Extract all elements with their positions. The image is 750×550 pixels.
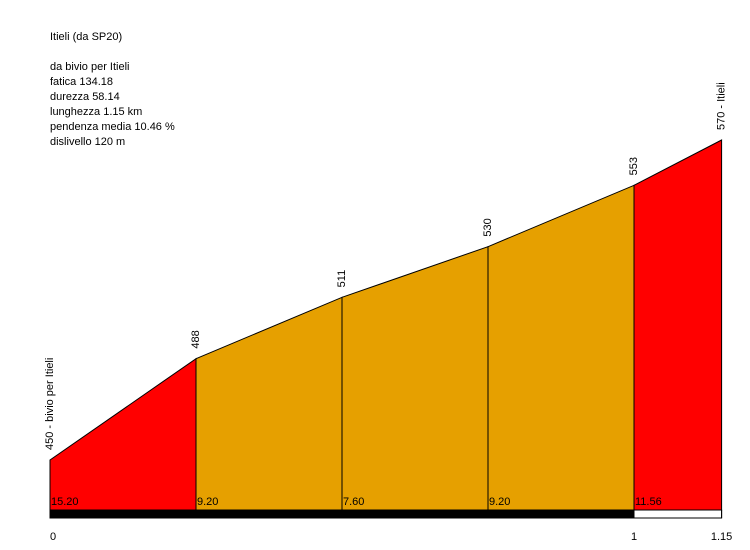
distance-bar: [633, 509, 723, 519]
distance-bar: [49, 509, 635, 519]
elevation-label: 488: [190, 330, 202, 348]
elevation-label: 511: [336, 270, 348, 288]
profile-segment: [195, 296, 343, 511]
gradient-label: 9.20: [489, 496, 510, 508]
gradient-label: 15.20: [51, 496, 79, 508]
info-line: dislivello 120 m: [50, 136, 125, 148]
info-line: fatica 134.18: [50, 76, 113, 88]
info-line: da bivio per Itieli: [50, 61, 130, 73]
gradient-label: 9.20: [197, 496, 218, 508]
profile-segment: [341, 245, 489, 511]
elevation-label: 553: [628, 157, 640, 175]
x-tick-label: 1.15: [711, 531, 732, 543]
profile-segment: [487, 184, 635, 511]
gradient-label: 11.56: [635, 496, 662, 508]
info-line: lunghezza 1.15 km: [50, 106, 142, 118]
info-line: pendenza media 10.46 %: [50, 121, 175, 133]
elevation-label: 450 - bivio per Itieli: [44, 358, 56, 450]
profile-segment: [49, 357, 197, 511]
chart-title: Itieli (da SP20): [50, 31, 122, 43]
x-tick-label: 1: [631, 531, 637, 543]
gradient-label: 7.60: [343, 496, 364, 508]
profile-segment: [633, 139, 723, 511]
x-tick-label: 0: [50, 531, 56, 543]
elevation-label: 570 - Itieli: [716, 82, 728, 130]
elevation-label: 530: [482, 218, 494, 236]
info-line: durezza 58.14: [50, 91, 120, 103]
